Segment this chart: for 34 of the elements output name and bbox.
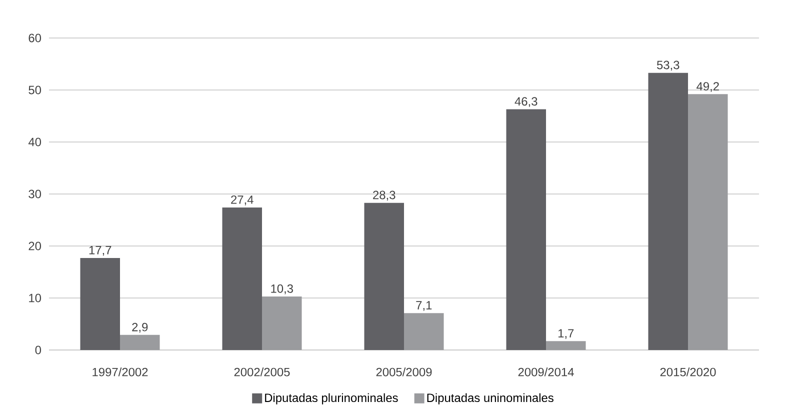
- x-tick-label: 2005/2009: [376, 368, 432, 376]
- bar: [120, 334, 160, 350]
- legend-label: Diputadas uninominales: [427, 393, 554, 404]
- bar: [688, 94, 728, 350]
- y-tick-label: 50: [28, 86, 42, 94]
- bar: [506, 109, 546, 350]
- data-label: 7,1: [416, 301, 432, 311]
- data-label: 1,7: [558, 329, 574, 339]
- bar: [404, 313, 444, 350]
- y-tick-label: 40: [28, 138, 42, 146]
- x-tick-label: 2015/2020: [660, 368, 716, 376]
- bar: [80, 258, 120, 350]
- data-label: 53,3: [656, 60, 680, 71]
- data-label: 10,3: [271, 284, 293, 294]
- bar: [648, 72, 688, 350]
- y-tick-label: 0: [35, 346, 42, 354]
- data-label: 46,3: [514, 97, 538, 108]
- bar: [546, 341, 586, 350]
- x-tick-label: 2009/2014: [518, 368, 574, 376]
- legend-label: Diputadas plurinominales: [265, 393, 398, 404]
- data-label: 2,9: [132, 322, 148, 333]
- bar: [222, 208, 262, 350]
- data-label: 49,2: [696, 82, 719, 92]
- bar: [262, 296, 302, 350]
- y-tick-label: 20: [28, 242, 42, 250]
- data-label: 27,4: [231, 195, 254, 206]
- y-tick-label: 60: [28, 34, 42, 42]
- x-tick-label: 2002/2005: [234, 368, 290, 376]
- x-tick-label: 1997/2002: [92, 368, 148, 376]
- y-tick-label: 30: [28, 190, 42, 198]
- y-tick-label: 10: [29, 294, 42, 302]
- bar: [364, 202, 404, 350]
- data-label: 17,7: [89, 246, 112, 256]
- data-label: 28,3: [373, 190, 396, 201]
